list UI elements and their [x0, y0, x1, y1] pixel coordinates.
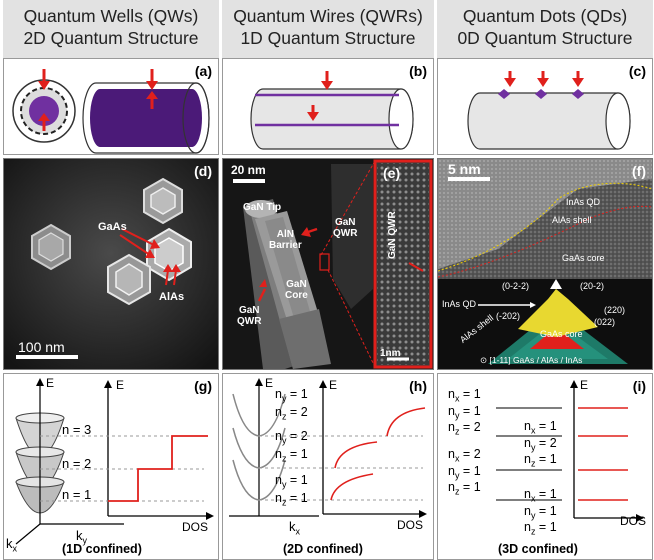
axis-e-right-g: E [116, 378, 125, 392]
state-label-lower: ny = 1 nz = 1 [275, 473, 308, 508]
state-group-bottom: nx = 1 ny = 1 nz = 1 [524, 487, 557, 537]
panel-label-h: (h) [409, 378, 427, 394]
panel-e: 20 nm GaN Tip AlN Barrier GaN QWR GaN Co… [222, 158, 434, 370]
axis-e-left-g: E [46, 376, 55, 390]
header-qds: Quantum Dots (QDs) 0D Quantum Structure [437, 0, 653, 58]
label-gaas-core: GaAs core [562, 253, 605, 263]
level-n1: n = 1 [62, 487, 92, 502]
level-n3: n = 3 [62, 422, 92, 437]
qw-schematic [12, 69, 210, 154]
header-qws-line1: Quantum Wells (QWs) [23, 6, 199, 26]
band-diagram-1d [15, 378, 214, 545]
label-m-022: (022) [594, 317, 616, 327]
scale-bar-e: 20 nm [231, 163, 266, 177]
scale-bar-f: 5 nm [448, 161, 481, 177]
lattice-inset [377, 163, 429, 365]
label-zone-axis: ⊙ [1-11] GaAs / AlAs / InAs [480, 355, 583, 365]
axis-dos-h: DOS [397, 518, 424, 532]
axis-dos-i: DOS [620, 514, 647, 528]
label-m-0-2-2: (0-2-2) [502, 281, 530, 291]
qwr-schematic [250, 71, 414, 150]
axis-ky: ky [76, 528, 87, 546]
qd-schematic [467, 71, 631, 150]
panel-label-f: (f) [632, 163, 646, 179]
panel-label-i: (i) [632, 378, 646, 394]
panel-d: (d) GaAs AlAs 100 nm [3, 158, 219, 370]
caption-3d-confined: (3D confined) [498, 542, 578, 556]
label-alas: AlAs [159, 291, 185, 303]
panel-label-a: (a) [194, 63, 212, 79]
axis-e-i: E [580, 378, 589, 392]
panel-label-d: (d) [194, 163, 212, 179]
panel-f: 5 nm (f) InAs QD AlAs shell GaAs core (0… [437, 158, 653, 370]
scale-bar-inset: 1nm [380, 348, 401, 359]
state-group-middle-left: nx = 2 ny = 1 nz = 1 [448, 447, 481, 497]
caption-2d-confined: (2D confined) [283, 542, 363, 556]
state-label-upper: ny = 1 nz = 2 [275, 387, 308, 422]
state-group-upper-right: nx = 1 ny = 2 nz = 1 [524, 419, 557, 469]
panel-i: (i) E nx = 1 ny = 1 nz = 2 nx = 1 ny = 2… [437, 373, 653, 560]
label-aln-barrier: AlN Barrier [269, 229, 302, 251]
state-label-middle: ny = 2 nz = 1 [275, 429, 308, 464]
scale-bar-d: 100 nm [18, 339, 65, 355]
panel-label-c: (c) [628, 63, 646, 79]
header-qws: Quantum Wells (QWs) 2D Quantum Structure [3, 0, 219, 58]
axis-dos-g: DOS [182, 520, 209, 534]
label-aln: AlN [276, 229, 295, 240]
label-m-inas-qd: InAs QD [442, 299, 477, 309]
panel-c: (c) [437, 58, 653, 155]
caption-1d-confined: (1D confined) [62, 542, 142, 556]
axis-kx: kx [6, 536, 17, 554]
band-diagram-2d [229, 378, 427, 518]
label-gan-core: GaN Core [285, 279, 308, 301]
header-qds-line2: 0D Quantum Structure [457, 28, 633, 48]
label-inas-qd: InAs QD [566, 197, 601, 207]
tem-image-nanowire [223, 159, 433, 369]
header-qws-line2: 2D Quantum Structure [23, 28, 199, 48]
header-qds-line1: Quantum Dots (QDs) [462, 6, 628, 26]
tem-image-quantum-dot [438, 159, 652, 369]
label-m-202: (-202) [496, 311, 521, 321]
label-m-20-2: (20-2) [580, 281, 605, 291]
panel-g: (g) E E n = 3 n = 2 n = 1 ky kx DOS (1D … [3, 373, 219, 560]
state-group-upper-left: nx = 1 ny = 1 nz = 2 [448, 387, 481, 437]
panel-a: (a) [3, 58, 219, 155]
label-alas-shell: AlAs shell [552, 215, 592, 225]
header-qwrs: Quantum Wires (QWRs) 1D Quantum Structur… [222, 0, 434, 58]
axis-kx-h: kx [289, 519, 300, 537]
panel-label-g: (g) [194, 378, 212, 394]
label-inset-gan-qwr: GaN QWR [387, 211, 398, 259]
label-m-gaas-core: GaAs core [540, 329, 583, 339]
panel-label-b: (b) [409, 63, 427, 79]
label-gaas: GaAs [98, 221, 127, 233]
label-barrier: Barrier [269, 240, 302, 251]
level-n2: n = 2 [62, 456, 92, 471]
label-gan-tip: GaN Tip [243, 202, 282, 213]
tem-image-hexagons [4, 159, 218, 369]
band-diagram-3d [496, 380, 644, 522]
label-m-220: (220) [604, 305, 626, 315]
axis-e-right-h: E [329, 378, 338, 392]
panel-h: (h) E E ny = 1 nz = 2 ny = 2 nz = 1 ny =… [222, 373, 434, 560]
axis-e-left-h: E [265, 376, 274, 390]
panel-b: (b) [222, 58, 434, 155]
panel-label-e: (e) [383, 165, 401, 181]
header-qwrs-line2: 1D Quantum Structure [240, 28, 416, 48]
header-qwrs-line1: Quantum Wires (QWRs) [233, 6, 423, 26]
label-gan-qwr-right: GaN QWR [333, 217, 358, 239]
label-gan-qwr-left: GaN QWR [237, 305, 262, 327]
